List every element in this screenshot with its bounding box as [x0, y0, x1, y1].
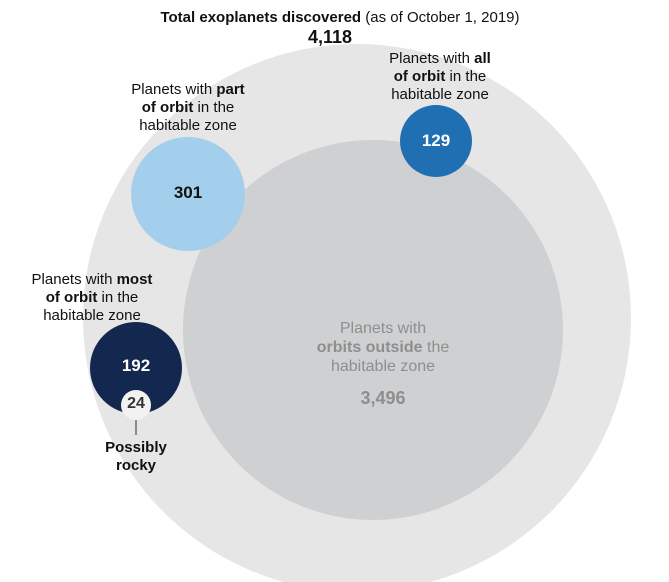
- part-orbit-circle: [131, 137, 245, 251]
- all-orbit-circle: [400, 105, 472, 177]
- most-orbit-value: 192: [121, 356, 151, 375]
- rocky-value: 24: [127, 395, 145, 412]
- total-label: Total exoplanets discovered (as of Octob…: [160, 9, 520, 26]
- outside-value: 3,496: [360, 388, 406, 408]
- rocky-circle: [121, 390, 151, 420]
- outside-label: Planets with orbits outside the habitabl…: [316, 320, 450, 375]
- most-orbit-label: Planets with most of orbit in the habita…: [31, 271, 153, 324]
- rocky-label: Possibly rocky: [105, 439, 167, 474]
- all-orbit-value: 129: [421, 131, 451, 150]
- total-value: 4,118: [307, 27, 353, 47]
- part-orbit-label: Planets with part of orbit in the habita…: [131, 81, 245, 134]
- outside-circle: [183, 140, 563, 520]
- most-orbit-circle: [90, 322, 182, 414]
- part-orbit-value: 301: [173, 183, 203, 202]
- all-orbit-label: Planets with all of orbit in the habitab…: [389, 50, 491, 103]
